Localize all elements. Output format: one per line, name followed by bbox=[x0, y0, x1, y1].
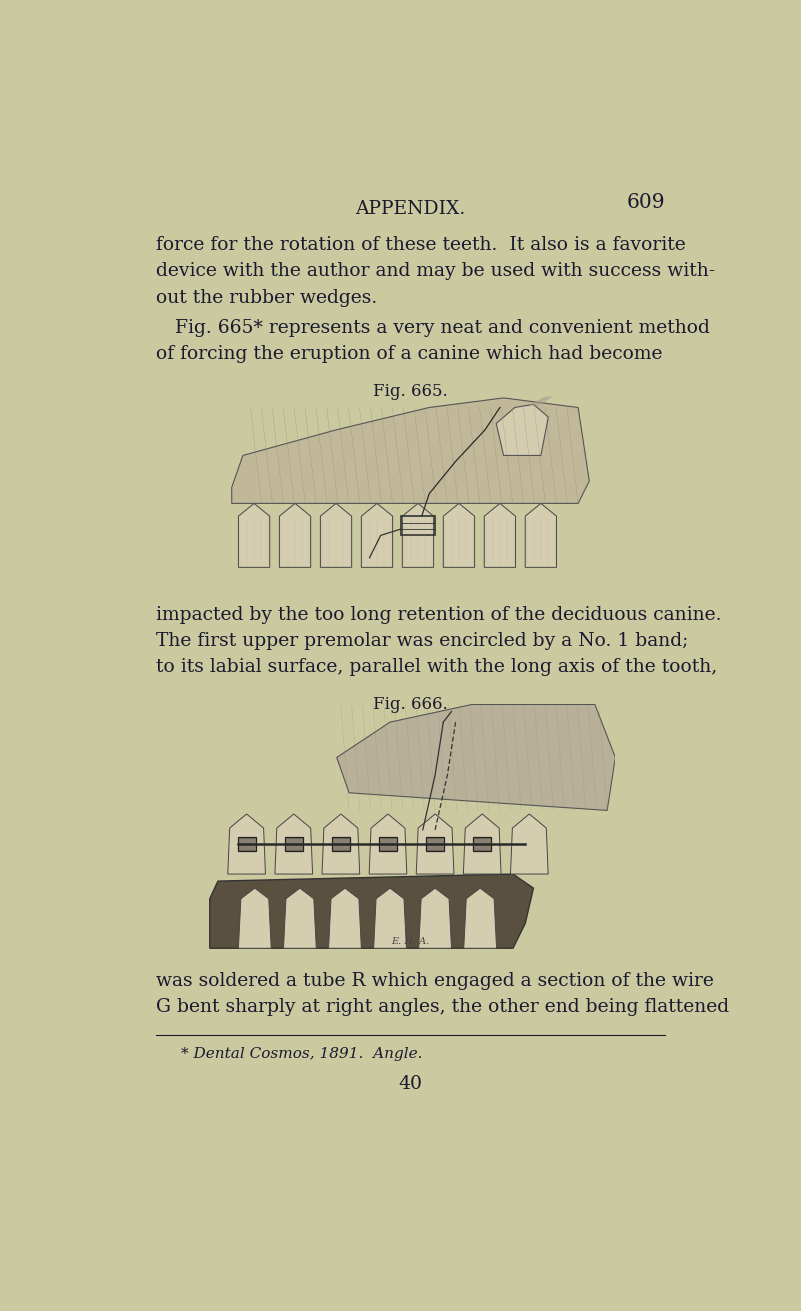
Text: was soldered a tube R which engaged a section of the wire: was soldered a tube R which engaged a se… bbox=[156, 971, 714, 990]
Text: G bent sharply at right angles, the other end being flattened: G bent sharply at right angles, the othe… bbox=[156, 998, 729, 1016]
Text: * Dental Cosmos, 1891.  Angle.: * Dental Cosmos, 1891. Angle. bbox=[181, 1046, 422, 1061]
Text: force for the rotation of these teeth.  It also is a favorite: force for the rotation of these teeth. I… bbox=[156, 236, 686, 254]
Text: to its labial surface, parallel with the long axis of the tooth,: to its labial surface, parallel with the… bbox=[156, 658, 717, 676]
Text: device with the author and may be used with success with-: device with the author and may be used w… bbox=[156, 262, 715, 281]
Text: APPENDIX.: APPENDIX. bbox=[356, 199, 465, 218]
Text: out the rubber wedges.: out the rubber wedges. bbox=[156, 288, 377, 307]
Text: 40: 40 bbox=[399, 1075, 422, 1093]
Text: 609: 609 bbox=[626, 193, 665, 211]
Text: of forcing the eruption of a canine which had become: of forcing the eruption of a canine whic… bbox=[156, 345, 662, 363]
Text: Fig. 665* represents a very neat and convenient method: Fig. 665* represents a very neat and con… bbox=[175, 319, 710, 337]
Text: The first upper premolar was encircled by a No. 1 band;: The first upper premolar was encircled b… bbox=[156, 632, 688, 650]
Text: Fig. 665.: Fig. 665. bbox=[373, 383, 448, 400]
Text: impacted by the too long retention of the deciduous canine.: impacted by the too long retention of th… bbox=[156, 606, 722, 624]
Text: Fig. 666.: Fig. 666. bbox=[373, 696, 448, 713]
